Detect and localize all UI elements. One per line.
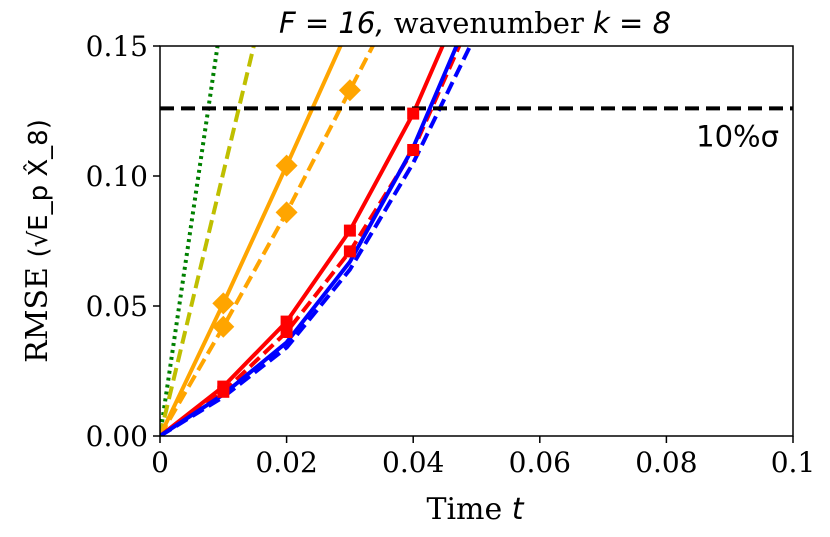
series-blue-dashed [160, 46, 473, 436]
x-axis: 0 0.02 0.04 0.06 0.08 0.1 [151, 436, 815, 479]
title-text: wavenumber [394, 6, 584, 40]
y-tick-label: 0.15 [86, 30, 148, 63]
marker-orange-dashed [275, 201, 298, 224]
marker-orange-dashed [338, 79, 361, 102]
y-tick-label: 0.10 [86, 160, 148, 193]
plot-frame [159, 45, 794, 437]
x-tick-label: 0.02 [255, 446, 317, 479]
y-axis: 0.00 0.05 0.10 0.15 [86, 30, 160, 453]
marker-red-solid [343, 224, 356, 237]
series-red-solid [160, 46, 445, 436]
marker-red-dashed [280, 326, 293, 338]
y-tick-label: 0.05 [86, 290, 148, 323]
series-olive-dashed [160, 46, 256, 436]
title-k: k = 8 [593, 6, 671, 40]
marker-orange-solid [212, 292, 235, 315]
y-tick-label: 0.00 [86, 420, 148, 453]
marker-red-dashed [217, 385, 230, 398]
marker-red-solid [407, 107, 420, 120]
reference-line-label: 10%σ [696, 119, 779, 153]
y-axis-label: RMSE (√E_p X̂_8) [20, 119, 55, 363]
marker-red-solid [280, 315, 293, 328]
series-layer [160, 46, 793, 436]
y-axis-label-text: RMSE [20, 267, 55, 363]
x-tick-label: 0 [151, 446, 169, 479]
x-tick-label: 0.04 [382, 446, 444, 479]
marker-layer [212, 79, 420, 398]
x-axis-label-text: Time [426, 492, 502, 527]
series-red-dashed [160, 46, 462, 436]
marker-red-dashed [343, 245, 356, 258]
x-tick-label: 0.06 [509, 446, 571, 479]
x-tick-label: 0.1 [771, 446, 816, 479]
x-tick-label: 0.08 [635, 446, 697, 479]
marker-red-dashed [407, 144, 420, 156]
x-axis-label: Time t [426, 492, 524, 527]
marker-orange-dashed [212, 315, 235, 338]
title-math: F = 16, [279, 6, 385, 40]
series-orange-solid [160, 46, 343, 436]
series-blue-solid [160, 46, 459, 436]
marker-orange-solid [275, 154, 298, 177]
chart-title: F = 16, wavenumber k = 8 [279, 6, 671, 40]
x-axis-label-var: t [512, 492, 525, 527]
y-axis-label-math: (√E_p X̂_8) [22, 119, 54, 257]
series-green-dotted [160, 46, 220, 436]
